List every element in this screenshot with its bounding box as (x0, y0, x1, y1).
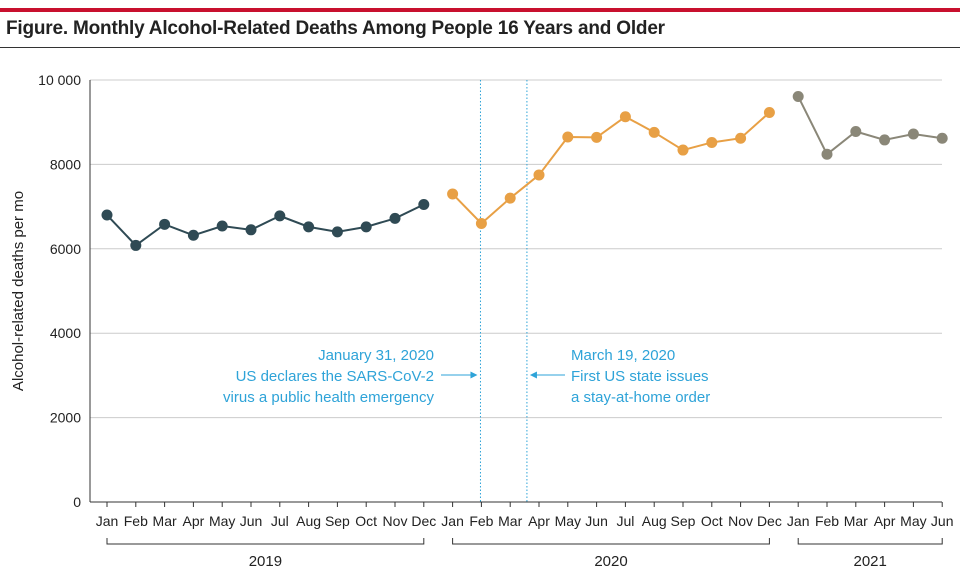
x-tick-label: Jan (96, 513, 119, 529)
y-tick-label: 4000 (50, 325, 81, 341)
y-tick-label: 6000 (50, 241, 81, 257)
data-point-2020 (706, 136, 718, 148)
x-tick-label: Oct (355, 513, 377, 529)
data-point-2019 (274, 210, 286, 222)
data-point-2019 (187, 229, 199, 241)
figure-title: Figure. Monthly Alcohol-Related Deaths A… (6, 18, 665, 39)
data-point-2020 (648, 126, 660, 138)
x-tick-label: Jan (787, 513, 810, 529)
data-point-2020 (562, 131, 574, 143)
data-point-2021 (821, 148, 833, 160)
x-tick-label: Dec (411, 513, 436, 529)
annotation-text-jan31: January 31, 2020 (318, 347, 434, 364)
x-tick-label: Aug (296, 513, 321, 529)
x-tick-label: Oct (701, 513, 723, 529)
y-tick-label: 10 000 (38, 72, 81, 88)
series-line-2019 (106, 203, 425, 247)
x-tick-label: Apr (183, 513, 205, 529)
x-tick-label: Mar (498, 513, 522, 529)
x-tick-label: Dec (757, 513, 782, 529)
data-point-2021 (936, 132, 948, 144)
x-tick-label: Jun (931, 513, 954, 529)
x-tick-label: Sep (325, 513, 350, 529)
data-point-2020 (619, 111, 631, 123)
data-point-2019 (389, 212, 401, 224)
y-tick-label: 8000 (50, 156, 81, 172)
x-tick-label: Sep (671, 513, 696, 529)
data-point-2020 (763, 106, 775, 118)
x-tick-label: Feb (469, 513, 493, 529)
data-point-2020 (447, 188, 459, 200)
x-tick-label: Jun (585, 513, 608, 529)
title-divider (0, 47, 960, 48)
y-axis-title: Alcohol-related deaths per mo (10, 191, 27, 391)
x-tick-label: Mar (844, 513, 868, 529)
data-point-2019 (245, 224, 257, 236)
data-point-2020 (504, 192, 516, 204)
annotation-text-jan31: virus a public health emergency (223, 389, 434, 406)
x-tick-label: Jan (441, 513, 464, 529)
x-tick-label: Apr (528, 513, 550, 529)
annotation-arrowhead-mar19 (529, 371, 537, 379)
annotation-text-mar19: March 19, 2020 (571, 347, 675, 364)
x-tick-label: Aug (642, 513, 667, 529)
x-tick-label: Jul (271, 513, 289, 529)
data-point-2019 (331, 226, 343, 238)
data-point-2021 (792, 90, 804, 102)
data-point-2021 (879, 134, 891, 146)
x-tick-label: Feb (815, 513, 839, 529)
data-point-2019 (159, 218, 171, 230)
y-tick-label: 2000 (50, 410, 81, 426)
x-tick-label: Feb (124, 513, 148, 529)
year-bracket-2019 (106, 538, 425, 545)
x-tick-label: May (555, 513, 581, 529)
series-line-2020 (451, 111, 771, 225)
data-point-2019 (130, 239, 142, 251)
annotation-text-mar19: a stay-at-home order (571, 389, 710, 406)
annotation-text-mar19: First US state issues (571, 368, 709, 385)
x-tick-label: Jun (240, 513, 263, 529)
x-tick-label: May (900, 513, 926, 529)
data-point-2021 (907, 128, 919, 140)
data-point-2019 (216, 220, 228, 232)
year-label: 2019 (249, 553, 282, 570)
x-tick-label: Jul (616, 513, 634, 529)
data-point-2019 (360, 221, 372, 233)
annotation-arrowhead-jan31 (470, 371, 478, 379)
data-point-2019 (101, 209, 113, 221)
y-tick-label: 0 (73, 494, 81, 510)
x-tick-label: Nov (728, 513, 753, 529)
x-tick-label: Mar (153, 513, 177, 529)
data-point-2020 (475, 217, 487, 229)
annotation-text-jan31: US declares the SARS-CoV-2 (236, 368, 434, 385)
top-accent-rule (0, 8, 960, 12)
data-point-2020 (591, 131, 603, 143)
year-bracket-2020 (452, 538, 770, 545)
data-point-2019 (303, 221, 315, 233)
data-point-2020 (677, 144, 689, 156)
year-label: 2021 (854, 553, 887, 570)
year-bracket-2021 (797, 538, 943, 545)
data-point-2020 (735, 132, 747, 144)
data-point-2021 (850, 125, 862, 137)
x-tick-label: Nov (383, 513, 408, 529)
year-label: 2020 (594, 553, 627, 570)
data-point-2019 (418, 198, 430, 210)
series-line-2021 (797, 96, 943, 156)
x-tick-label: May (209, 513, 235, 529)
x-tick-label: Apr (874, 513, 896, 529)
data-point-2020 (533, 169, 545, 181)
